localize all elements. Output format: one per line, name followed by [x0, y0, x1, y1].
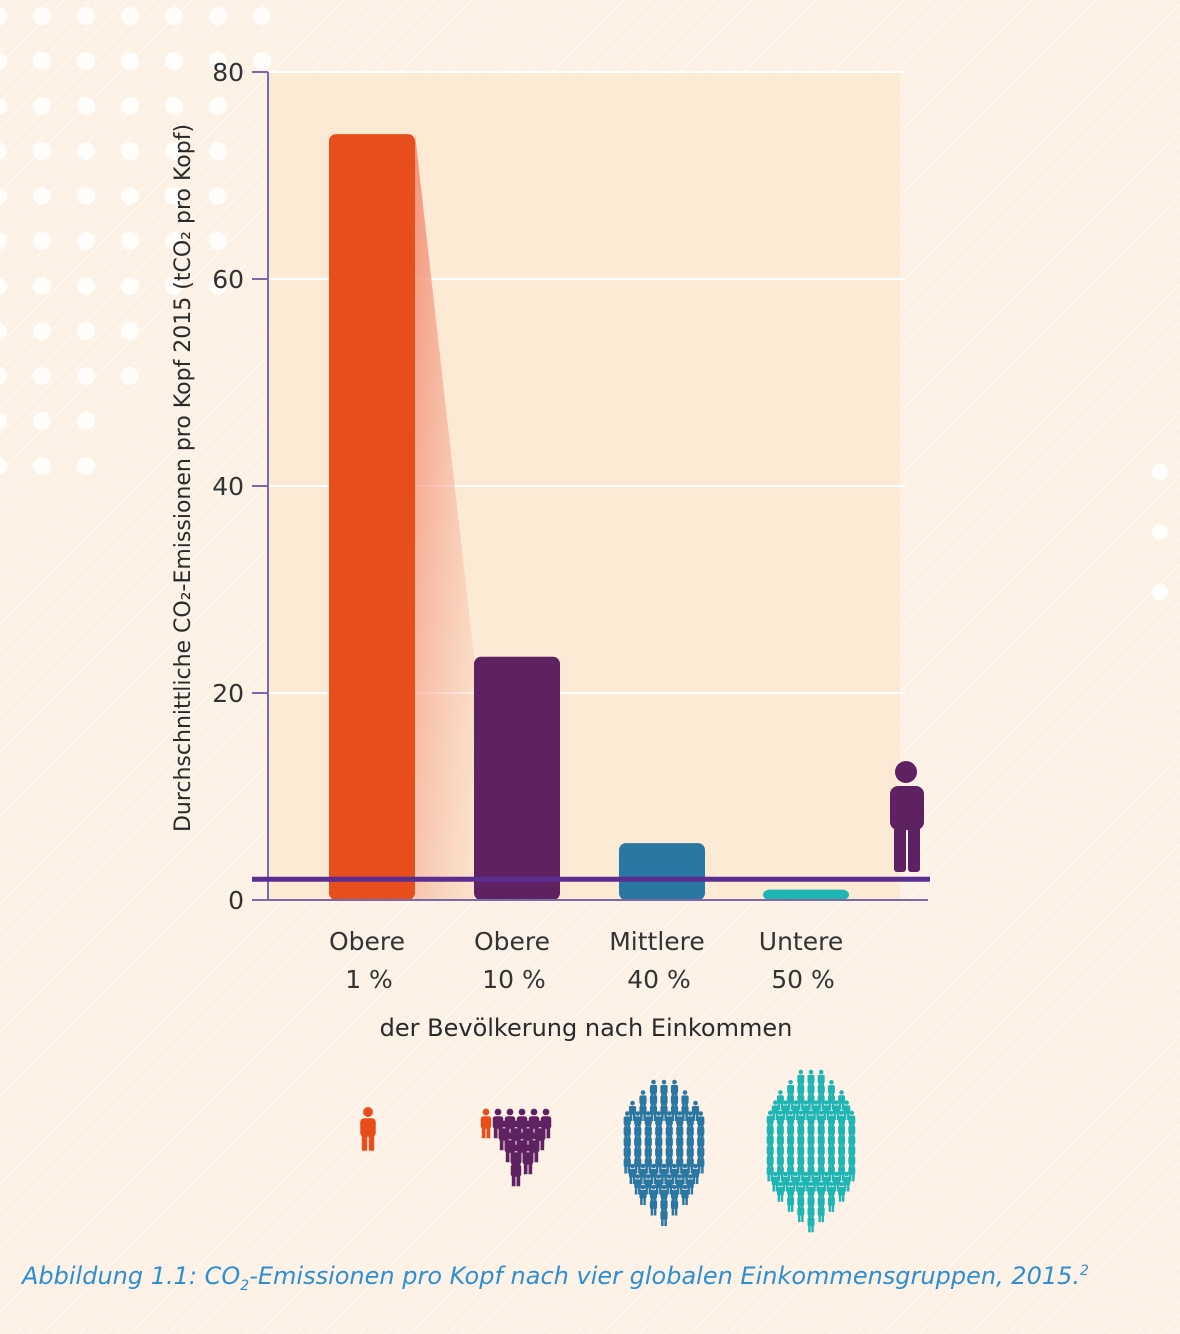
- dot: [0, 277, 7, 295]
- dot: [77, 277, 95, 295]
- dot: [77, 412, 95, 430]
- category-label: 40 %: [627, 965, 691, 994]
- dot: [0, 52, 7, 70]
- dot: [0, 187, 7, 205]
- dot: [33, 52, 51, 70]
- person-group-small-icon: [480, 1108, 552, 1187]
- category-label: Obere: [329, 927, 405, 956]
- population-icons: [360, 1069, 856, 1233]
- dot: [121, 142, 139, 160]
- dot: [77, 52, 95, 70]
- dot: [165, 187, 183, 205]
- caption-subscript: 2: [240, 1277, 250, 1294]
- dot: [253, 52, 271, 70]
- dot: [77, 97, 95, 115]
- category-label: Mittlere: [609, 927, 705, 956]
- dot: [121, 277, 139, 295]
- dot: [165, 52, 183, 70]
- dot: [165, 97, 183, 115]
- dot: [121, 97, 139, 115]
- bar: [619, 843, 705, 900]
- dot: [0, 7, 7, 25]
- dot: [165, 7, 183, 25]
- decorative-dots-right: [1152, 464, 1168, 600]
- dot: [0, 322, 7, 340]
- category-labels: Obere 1 % Obere 10 % Mittlere 40 % Untere 50 %: [329, 927, 843, 994]
- dot: [0, 97, 7, 115]
- dot: [33, 142, 51, 160]
- dot: [33, 457, 51, 475]
- decorative-dots: [0, 7, 271, 475]
- dot: [121, 367, 139, 385]
- dot: [165, 142, 183, 160]
- category-label: Untere: [759, 927, 843, 956]
- dot: [121, 322, 139, 340]
- bars: [329, 134, 849, 901]
- dot: [77, 322, 95, 340]
- person-icon-reference: [890, 761, 924, 872]
- dot: [0, 367, 7, 385]
- dot: [165, 277, 183, 295]
- dot: [121, 187, 139, 205]
- dot: [209, 142, 227, 160]
- dot: [77, 367, 95, 385]
- category-label: 1 %: [345, 965, 393, 994]
- dot: [209, 7, 227, 25]
- dot: [33, 7, 51, 25]
- y-ticks: 0 20 40 60 80: [212, 58, 268, 915]
- figure-caption: Abbildung 1.1: CO2-Emissionen pro Kopf n…: [22, 1262, 1162, 1294]
- dot: [77, 7, 95, 25]
- category-label: 10 %: [482, 965, 546, 994]
- dot: [33, 322, 51, 340]
- dot: [209, 52, 227, 70]
- gridlines: [268, 71, 905, 694]
- dot: [33, 277, 51, 295]
- category-label: Obere: [474, 927, 550, 956]
- dot: [0, 142, 7, 160]
- dot: [33, 367, 51, 385]
- dot: [0, 412, 7, 430]
- y-tick-label: 60: [212, 265, 244, 294]
- dot: [121, 7, 139, 25]
- dot: [0, 457, 7, 475]
- category-label: 50 %: [771, 965, 835, 994]
- dot: [77, 187, 95, 205]
- dot: [165, 232, 183, 250]
- caption-footnote: 2: [1080, 1263, 1089, 1279]
- dot: [77, 457, 95, 475]
- dot: [121, 52, 139, 70]
- x-axis-title: der Bevölkerung nach Einkommen: [380, 1014, 793, 1042]
- bar: [329, 134, 415, 901]
- dot: [77, 142, 95, 160]
- person-crowd-medium-icon: [623, 1079, 705, 1226]
- dot: [33, 187, 51, 205]
- bar: [474, 656, 560, 900]
- dot: [253, 7, 271, 25]
- dot: [209, 232, 227, 250]
- dot: [121, 232, 139, 250]
- dot: [209, 187, 227, 205]
- y-tick-label: 80: [212, 58, 244, 87]
- caption-suffix: -Emissionen pro Kopf nach vier globalen …: [249, 1262, 1081, 1290]
- connector-wedge: [415, 134, 474, 901]
- dot: [33, 412, 51, 430]
- person-icon: [360, 1107, 376, 1151]
- dot: [209, 277, 227, 295]
- bar: [763, 889, 849, 900]
- caption-prefix: Abbildung 1.1: CO: [22, 1262, 241, 1290]
- dot: [209, 97, 227, 115]
- dot: [33, 97, 51, 115]
- y-tick-label: 20: [212, 679, 244, 708]
- y-tick-label: 40: [212, 472, 244, 501]
- dot: [77, 232, 95, 250]
- person-crowd-large-icon: [766, 1069, 856, 1233]
- y-tick-label: 0: [228, 886, 244, 915]
- dot: [0, 232, 7, 250]
- y-axis-title: Durchschnittliche CO₂-Emissionen pro Kop…: [171, 124, 196, 832]
- dot: [33, 232, 51, 250]
